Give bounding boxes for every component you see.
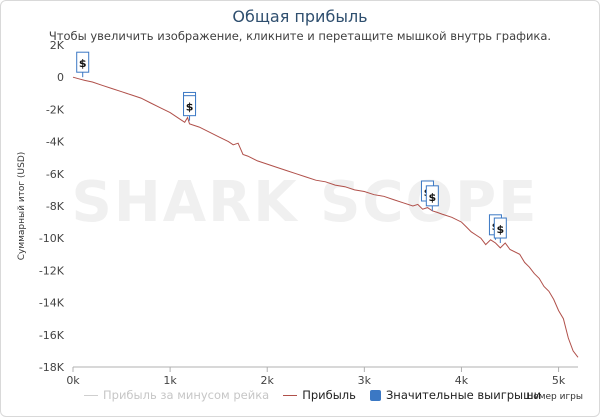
legend-item[interactable]: Прибыль за минусом рейка [84,388,269,402]
y-tick-label: 0 [57,71,64,84]
y-tick-label: -10K [39,232,65,245]
y-tick-label: -14K [39,297,65,310]
x-tick-label: 1k [163,374,177,387]
y-tick-label: -12K [39,264,65,277]
chart-title: Общая прибыль [232,7,368,26]
y-axis-label: Суммарный итог (USD) [17,152,27,261]
legend: Прибыль за минусом рейка Прибыль Значитель… [84,388,541,402]
y-tick-label: 2K [50,39,65,52]
y-tick-label: -2K [46,103,65,116]
legend-swatch [369,389,381,401]
watermark: SHARK SCOPE [71,170,539,235]
y-tick-label: -4K [46,136,65,149]
legend-label: Прибыль за минусом рейка [103,388,270,402]
y-tick-label: -16K [39,329,65,342]
chart-subtitle: Чтобы увеличить изображение, кликните и … [48,29,552,43]
big-win-marker[interactable]: $ [76,51,90,78]
x-tick-label: 0k [66,374,80,387]
big-win-marker[interactable]: $ [183,95,197,121]
x-tick-label: 4k [455,374,469,387]
series-line-profit [72,76,579,358]
big-win-marker[interactable]: $ [425,185,439,211]
big-win-marker-label: $ [186,101,194,114]
legend-item[interactable]: Значительные выигрыши [369,388,542,402]
legend-swatch [84,394,98,396]
x-axis-label: Номер игры [526,392,583,402]
big-win-marker-label: $ [428,191,436,204]
x-tick-label: 2k [261,374,275,387]
legend-swatch [283,394,298,396]
x-tick-label: 3k [358,374,372,387]
legend-item[interactable]: Прибыль [283,388,356,402]
big-win-marker-label: $ [496,223,504,236]
big-win-marker-label: $ [79,57,87,70]
legend-label: Значительные выигрыши [385,388,542,402]
y-tick-label: -6K [46,168,65,181]
legend-label: Прибыль [302,388,356,402]
big-win-marker[interactable]: $ [493,217,507,244]
y-tick-label: -18K [39,361,65,374]
x-tick-label: 5k [552,374,566,387]
y-tick-label: -8K [46,200,65,213]
